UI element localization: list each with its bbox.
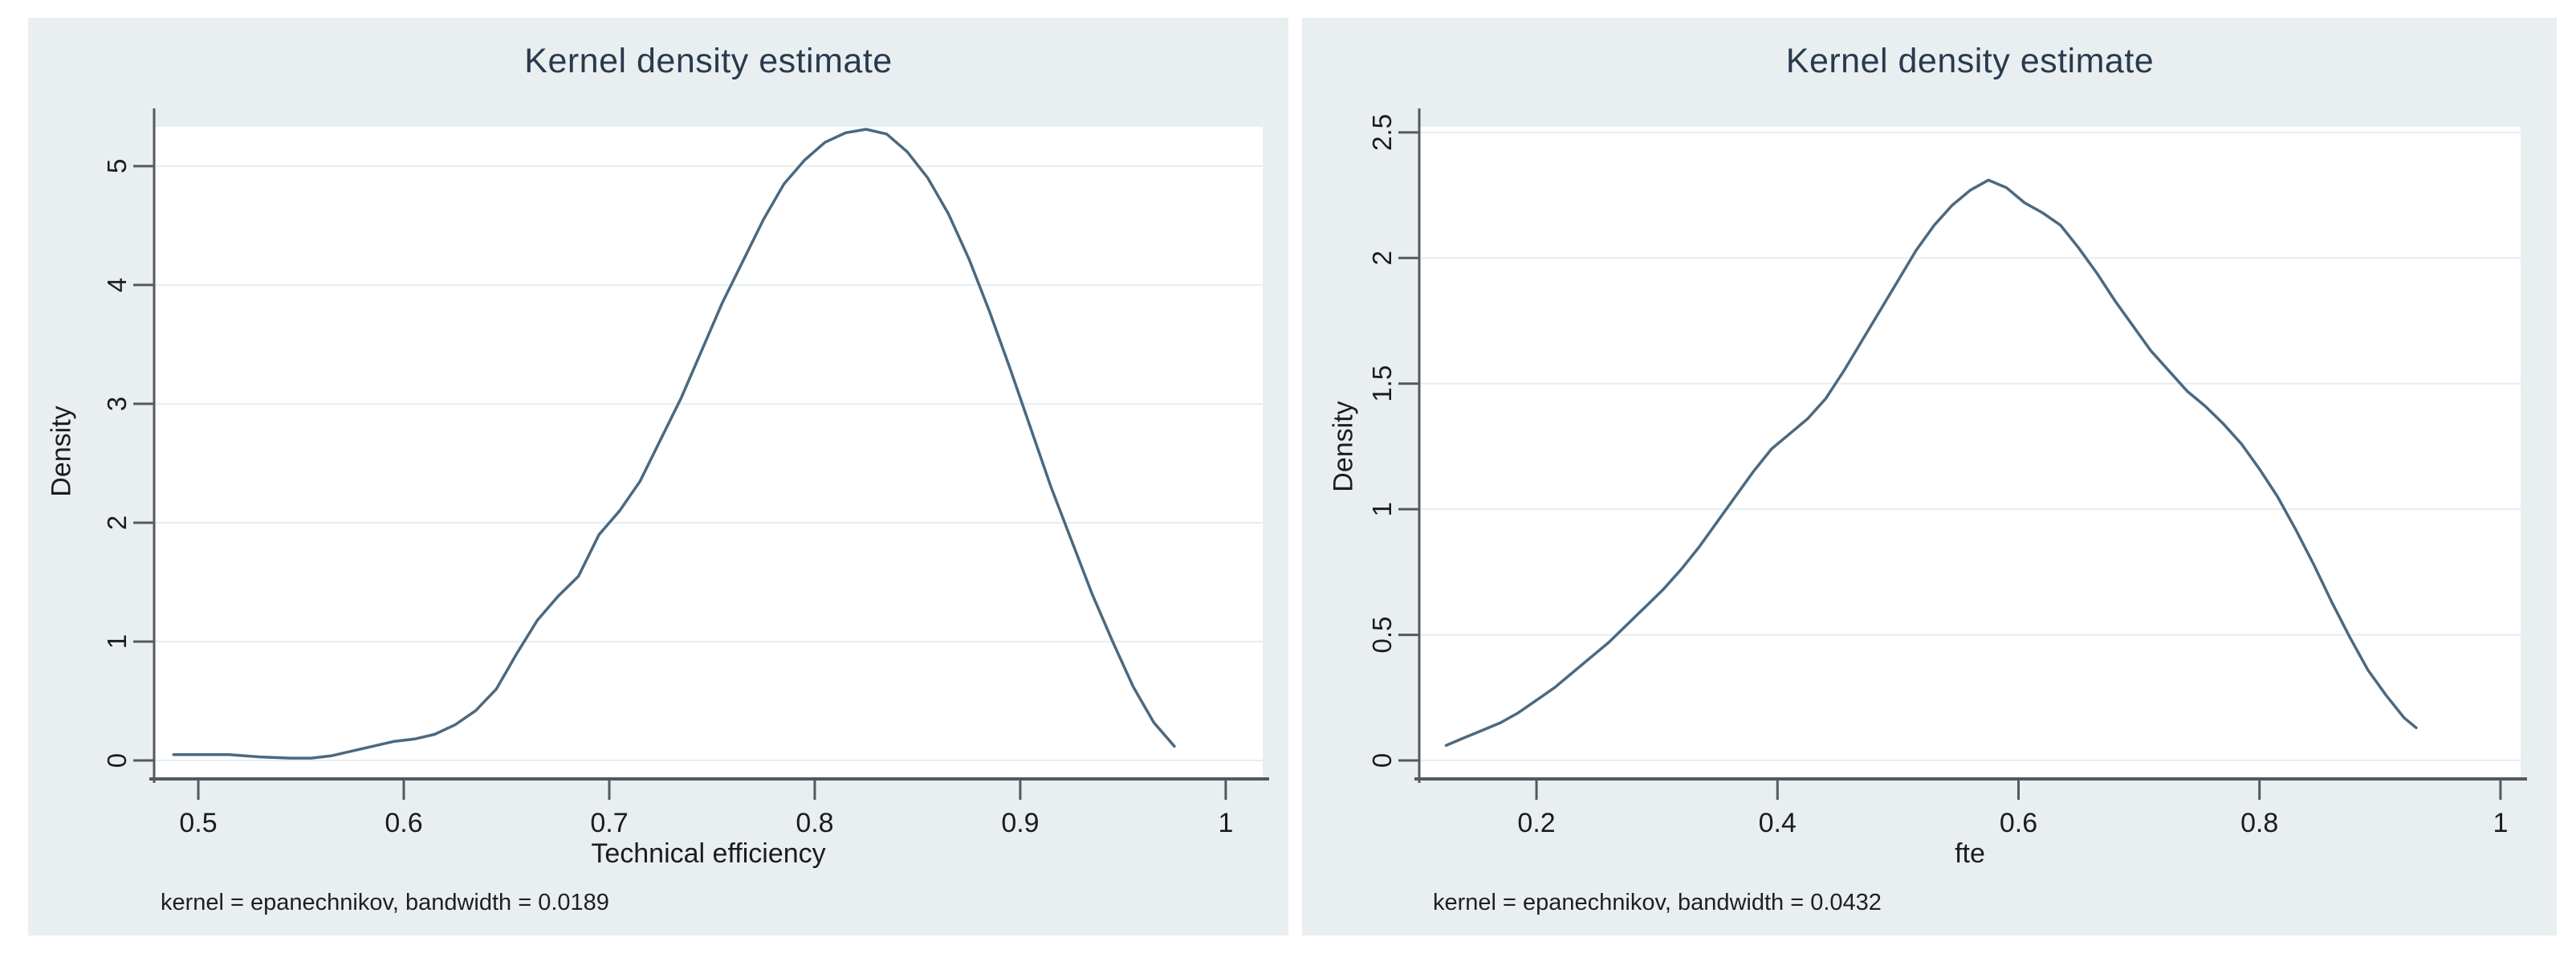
y-tick-label: 1.5	[1367, 365, 1397, 402]
kde-plot-fte: 0 0.5 1 1.5 2 2.5 0.2 0.4 0.6 0.8 1	[1367, 108, 2527, 838]
y-axis-title: Density	[46, 406, 77, 497]
kde-panel-fte: 0 0.5 1 1.5 2 2.5 0.2 0.4 0.6 0.8 1 Kernel density…	[1302, 18, 2557, 936]
x-tick-label: 0.8	[2240, 808, 2278, 838]
x-tick-label: 0.7	[590, 808, 628, 838]
chart-title: Kernel density estimate	[524, 42, 893, 80]
x-axis-title: fte	[1955, 838, 1985, 869]
y-tick-label: 0	[1367, 753, 1397, 768]
x-tick-label: 1	[1218, 808, 1233, 838]
plot-area	[1419, 127, 2521, 779]
x-tick-label: 0.4	[1759, 808, 1797, 838]
kde-curve	[1444, 178, 2418, 747]
chart-title: Kernel density estimate	[1785, 42, 2155, 80]
x-tick-label: 0.6	[2000, 808, 2037, 838]
plot-area	[154, 127, 1263, 779]
x-axis-title: Technical efficiency	[591, 838, 826, 869]
y-tick-label: 1	[1367, 502, 1397, 516]
x-tick-label: 0.9	[1001, 808, 1039, 838]
y-tick-label: 0	[102, 753, 132, 768]
kde-curve	[172, 128, 1176, 760]
kde-panel-technical-efficiency: 0 1 2 3 4 5 0.5 0.6 0.7 0.8 0.9 1 Kernel density es…	[28, 18, 1288, 936]
y-tick-label: 4	[102, 278, 132, 292]
y-tick-label: 0.5	[1367, 617, 1397, 654]
y-tick-label: 2.5	[1367, 114, 1397, 151]
kernel-bandwidth-note: kernel = epanechnikov, bandwidth = 0.018…	[161, 890, 609, 915]
y-tick-label: 5	[102, 159, 132, 173]
x-tick-label: 0.5	[179, 808, 217, 838]
kde-plot-technical-efficiency: 0 1 2 3 4 5 0.5 0.6 0.7 0.8 0.9 1	[102, 108, 1269, 838]
y-axis-title: Density	[1328, 401, 1359, 492]
y-tick-label: 1	[102, 634, 132, 649]
y-tick-label: 3	[102, 397, 132, 411]
y-tick-label: 2	[102, 516, 132, 530]
x-tick-label: 1	[2493, 808, 2508, 838]
x-tick-label: 0.2	[1517, 808, 1555, 838]
x-tick-label: 0.6	[385, 808, 422, 838]
kernel-bandwidth-note: kernel = epanechnikov, bandwidth = 0.043…	[1433, 890, 1882, 915]
y-tick-label: 2	[1367, 251, 1397, 265]
x-tick-label: 0.8	[796, 808, 833, 838]
